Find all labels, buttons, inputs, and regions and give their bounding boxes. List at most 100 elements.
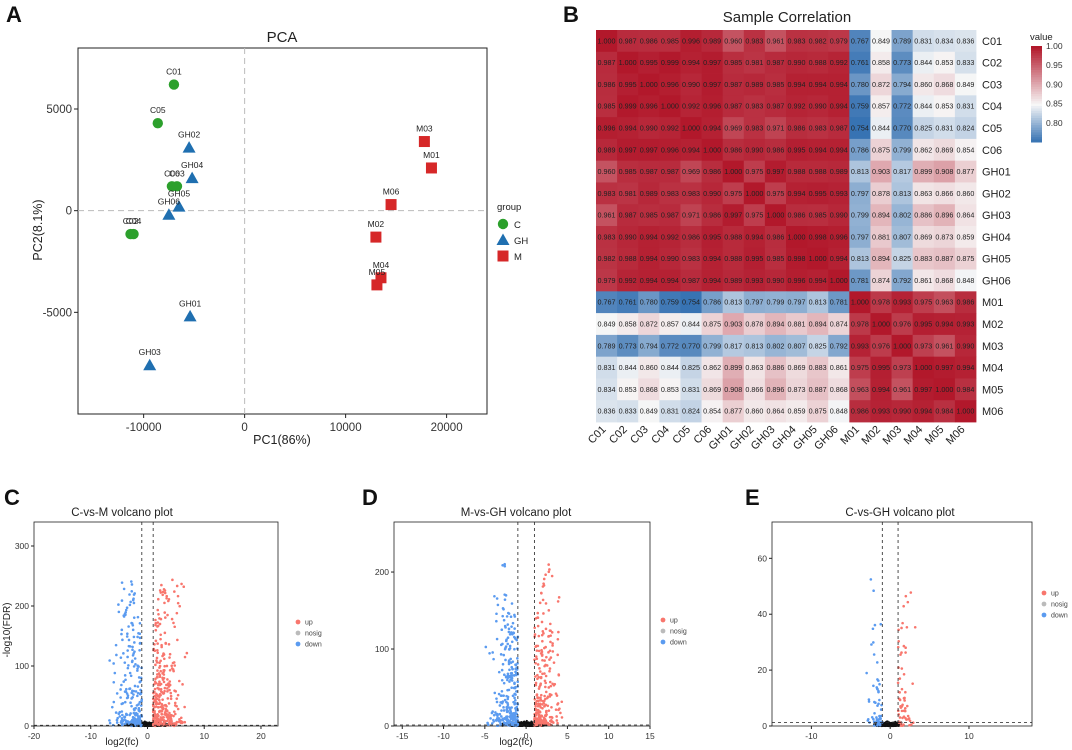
volcano-point-up [158, 675, 162, 679]
heatmap-cell-value: 0.989 [830, 167, 848, 176]
volcano-point-up [896, 681, 900, 685]
heatmap-cell-value: 0.854 [703, 407, 721, 416]
volcano-point-down [128, 687, 132, 690]
heatmap-cell [596, 269, 618, 292]
volcano-point-up [181, 683, 184, 686]
heatmap-cell-value: 0.994 [661, 276, 679, 285]
heatmap-cell [807, 356, 829, 379]
heatmap-cell-value: 0.994 [956, 363, 974, 372]
volcano-point-down [498, 704, 502, 707]
heatmap-cell-value: 0.869 [914, 232, 932, 241]
volcano-point-up [535, 649, 539, 652]
colorbar-segment [1031, 96, 1042, 100]
heatmap-cell [638, 291, 660, 314]
volcano-point-down [136, 715, 140, 718]
volcano-point-down [115, 718, 119, 722]
colorbar-segment [1031, 106, 1042, 109]
heatmap-cell-value: 0.824 [956, 124, 974, 133]
volcano-point-down [133, 592, 137, 595]
heatmap-cell-value: 0.994 [788, 80, 806, 89]
heatmap-cell [638, 313, 660, 336]
volcano-point-up [162, 657, 166, 661]
heatmap-cell [743, 30, 766, 53]
heatmap-cell-value: 0.858 [872, 58, 890, 67]
volcano-point-up [154, 639, 158, 643]
volcano-point-down [492, 657, 495, 661]
heatmap-cell-value: 0.985 [766, 80, 784, 89]
heatmap-cell [722, 138, 745, 162]
volcano-point-down [869, 578, 873, 581]
volcano-point-down [136, 691, 140, 695]
volcano-point-up [906, 714, 910, 718]
heatmap-cell-value: 0.853 [935, 58, 953, 67]
heatmap-cell [828, 73, 850, 96]
heatmap-cell [659, 247, 681, 270]
volcano-point-up [899, 724, 903, 727]
heatmap-cell [933, 313, 956, 336]
volcano-point-up [156, 686, 159, 690]
heatmap-cell [701, 247, 724, 270]
heatmap-cell-value: 0.996 [598, 124, 616, 133]
volcano-point-up [180, 582, 183, 586]
heatmap-cell [912, 269, 935, 292]
heatmap-cell [722, 73, 745, 96]
volcano-point-up [900, 651, 903, 654]
heatmap-cell-value: 0.849 [956, 80, 974, 89]
volcano-point-up [537, 634, 541, 638]
heatmap-col-label: C02 [607, 424, 630, 447]
heatmap-cell-value: 0.860 [640, 363, 658, 372]
volcano-point-down [879, 622, 883, 626]
heatmap-cell [786, 30, 808, 53]
heatmap-cell-value: 0.998 [809, 232, 827, 241]
heatmap-cell [638, 226, 660, 249]
volcano-point-down [130, 621, 133, 625]
heatmap-cell [912, 73, 935, 96]
heatmap-cell-value: 0.864 [956, 211, 974, 220]
heatmap-cell [596, 30, 618, 53]
heatmap-cell-value: 0.978 [872, 298, 890, 307]
volcano-point-up [548, 667, 552, 670]
volcano-point-up [165, 687, 169, 690]
colorbar-segment [1031, 118, 1042, 121]
pca-point-label: M01 [423, 150, 440, 160]
volcano-point-down [131, 659, 134, 663]
volcano-legend-marker [295, 619, 301, 625]
panel-letter-c: C [4, 485, 20, 510]
volcano-point-up [153, 649, 157, 653]
heatmap-cell-value: 0.994 [914, 407, 932, 416]
panel-letter-a: A [6, 2, 22, 27]
heatmap-cell [638, 400, 660, 423]
volcano-point-down [504, 626, 507, 629]
volcano-point-up [158, 666, 161, 669]
heatmap-cell-value: 0.831 [914, 36, 932, 45]
heatmap-cell [701, 356, 724, 379]
volcano-point-up [544, 714, 548, 718]
volcano-point-up [156, 719, 159, 722]
volcano-point-down [878, 682, 881, 686]
volcano-legend-label: down [1051, 613, 1068, 620]
heatmap-cell-value: 0.869 [703, 385, 721, 394]
volcano-ytick-label: 60 [758, 553, 768, 563]
volcano-point-up [555, 715, 558, 718]
heatmap-cell [828, 160, 850, 183]
heatmap-cell-value: 0.853 [661, 385, 679, 394]
heatmap-cell-value: 0.878 [872, 189, 890, 198]
heatmap-cell [933, 204, 956, 227]
volcano-point-up [542, 612, 545, 615]
heatmap-cell [954, 247, 977, 270]
volcano-point-down [877, 690, 880, 694]
heatmap-cell-value: 0.997 [935, 363, 953, 372]
heatmap-cell [891, 400, 914, 423]
heatmap-cell [828, 356, 850, 379]
volcano-point-up [162, 587, 166, 591]
heatmap-row-label: M01 [982, 297, 1003, 309]
heatmap-cell-value: 0.831 [598, 363, 616, 372]
heatmap-cell-value: 0.994 [640, 276, 658, 285]
heatmap-cell-value: 0.990 [682, 80, 700, 89]
volcano-point-down [136, 667, 139, 670]
volcano-point-down [117, 712, 121, 715]
volcano-point-down [514, 667, 517, 671]
volcano-legend-label: nosig [670, 629, 687, 636]
heatmap-cell-value: 0.985 [724, 58, 742, 67]
volcano-point-up [159, 687, 163, 691]
